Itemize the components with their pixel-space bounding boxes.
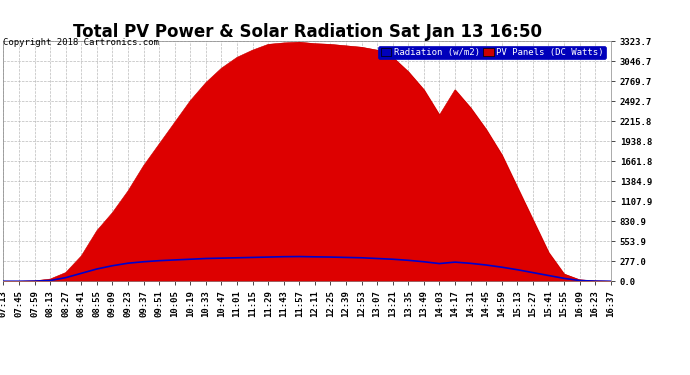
Legend: Radiation (w/m2), PV Panels (DC Watts): Radiation (w/m2), PV Panels (DC Watts) — [378, 46, 606, 59]
Text: Copyright 2018 Cartronics.com: Copyright 2018 Cartronics.com — [3, 38, 159, 47]
Title: Total PV Power & Solar Radiation Sat Jan 13 16:50: Total PV Power & Solar Radiation Sat Jan… — [72, 23, 542, 41]
